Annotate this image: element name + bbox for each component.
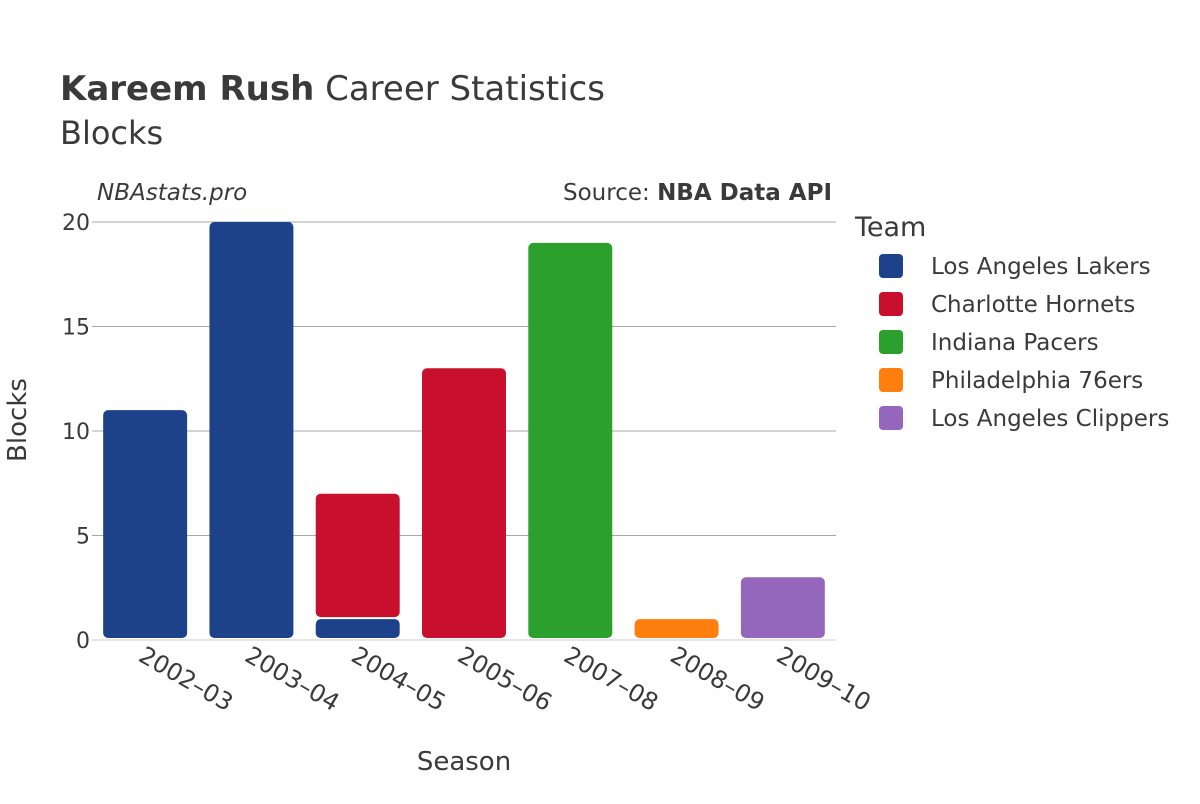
bar (740, 577, 825, 638)
bar (315, 619, 400, 638)
legend-label: Charlotte Hornets (931, 292, 1135, 318)
legend-label: Indiana Pacers (931, 330, 1099, 356)
source-label: Source: NBA Data API (563, 180, 832, 206)
chart-title: Kareem Rush Career Statistics (60, 69, 605, 109)
y-tick-label: 10 (62, 420, 90, 445)
y-axis-ticks: 0 5 10 15 20 (62, 211, 90, 654)
watermark: NBAstats.pro (97, 180, 247, 206)
y-axis-title: Blocks (3, 378, 33, 462)
x-axis-title: Season (417, 747, 511, 777)
legend-swatch (879, 292, 903, 316)
x-tick-label: 2004–05 (347, 641, 451, 717)
y-tick-label: 5 (76, 525, 90, 550)
y-tick-label: 0 (76, 629, 90, 654)
y-tick-label: 15 (62, 316, 90, 341)
chart-title-player: Kareem Rush (60, 69, 314, 109)
legend-swatch (879, 406, 903, 430)
bar (422, 368, 506, 638)
bar (634, 619, 719, 638)
bar (103, 410, 188, 638)
bar (209, 222, 294, 638)
source-prefix: Source: (563, 180, 657, 206)
chart-title-rest: Career Statistics (314, 69, 605, 109)
source-name: NBA Data API (657, 180, 832, 206)
legend-title: Team (854, 212, 926, 243)
legend-swatch (879, 254, 903, 278)
bar (315, 493, 400, 618)
x-tick-label: 2009–10 (772, 641, 876, 717)
bars (92, 222, 836, 641)
bar (528, 242, 613, 638)
x-tick-label: 2008–09 (666, 641, 770, 717)
x-axis-ticks: 2002–03 2003–04 2004–05 2005–06 2007–08 2008–… (134, 641, 875, 717)
x-tick-label: 2003–04 (240, 641, 344, 717)
chart-subtitle: Blocks (60, 114, 163, 152)
legend-swatch (879, 330, 903, 354)
legend-items: Los Angeles Lakers Charlotte Hornets India… (879, 254, 1169, 432)
x-tick-label: 2007–08 (559, 641, 663, 717)
legend: Team Los Angeles Lakers Charlotte Hornets… (854, 212, 1169, 432)
legend-label: Philadelphia 76ers (931, 368, 1143, 394)
legend-label: Los Angeles Clippers (931, 406, 1169, 432)
x-tick-label: 2002–03 (134, 641, 238, 717)
legend-swatch (879, 368, 903, 392)
legend-label: Los Angeles Lakers (931, 254, 1151, 280)
y-tick-label: 20 (62, 211, 90, 236)
x-tick-label: 2005–06 (453, 641, 557, 717)
